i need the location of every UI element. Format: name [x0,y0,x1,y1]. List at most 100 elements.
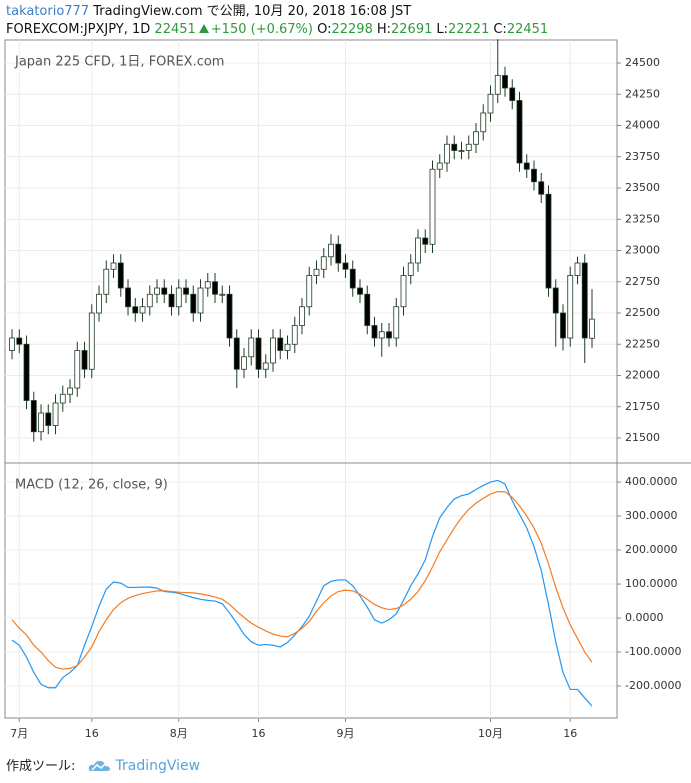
x-tick-label: 9月 [337,727,355,740]
ohlc-value: 22221 [447,22,490,37]
made-with: 作成ツール: [6,759,76,774]
candle-body [226,293,233,339]
plot-frame [4,39,618,719]
last-price: 22451 [154,22,196,37]
x-tick-label: 7月 [10,727,28,740]
candle-body [306,275,313,308]
candle-body [299,306,305,326]
candle-body [132,306,139,314]
candle-body [480,112,487,133]
y-tick-label: 21500 [625,431,660,444]
candle-body [74,350,81,389]
candle-body [45,412,52,426]
candle-body [291,325,298,345]
ohlc: O:22298 H:22691 L:22221 C:22451 [317,22,552,37]
candle-body [436,162,443,170]
candle-body [88,312,95,370]
candle-body [400,275,407,308]
candle-body [168,293,175,308]
candle-body [262,362,269,370]
candle-body [502,75,508,89]
pane-title: MACD (12, 26, close, 9) [15,478,168,493]
candle-body [371,325,378,339]
candle-body [328,243,334,258]
candle-body [9,337,15,351]
candle-body [219,293,226,296]
candle-body [52,402,59,426]
published: TradingView.com で公開, 10月 20, 2018 16:08 … [93,4,412,19]
x-tick-label: 16 [85,727,99,740]
author[interactable]: takatorio777 [6,4,90,19]
pane: 400.0000 300.0000 200.0000 100.0000 0.0000 -1… [5,463,681,718]
header: takatorio777 TradingView.com で公開, 10月 20… [6,3,552,39]
candle-body [422,237,429,245]
ohlc-value: 22691 [391,22,433,37]
candle-body [313,268,320,276]
up-arrow [198,24,209,33]
y-tick-label: 22250 [625,337,660,350]
candle-body [233,337,240,370]
candle-body [125,287,131,308]
candle-body [509,87,516,101]
candle-body [415,237,421,264]
candle-body [487,93,494,114]
ohlc-label: L: [436,22,448,37]
candle-body [23,343,30,401]
candle-body [531,168,537,183]
logo-cloud [88,760,110,771]
y-tick-label: 24500 [625,56,660,69]
candle-body [241,356,247,370]
y-tick-label: 22750 [625,275,660,288]
candle-body [139,306,146,314]
x-tick-label: 10月 [478,727,503,740]
brand[interactable]: TradingView [115,758,201,774]
y-tick-label: 300.0000 [625,509,678,522]
x-tick-label: 16 [252,727,266,740]
candle-body [516,100,523,164]
y-tick-label: 200.0000 [625,543,678,556]
y-tick-label: 400.0000 [625,475,678,488]
y-tick-label: 22000 [625,369,660,382]
candle-body [81,350,88,370]
macd-line [11,479,593,707]
y-tick-label: 24000 [625,119,660,132]
footer: 作成ツール: TradingView [6,755,200,774]
candle-body [393,306,400,339]
candle-body [465,143,472,151]
candle-body [16,337,23,345]
candle-body [451,143,458,151]
candle-body [154,287,160,295]
candle-body [161,287,168,295]
candle-body [342,262,349,270]
y-tick-label: 23750 [625,150,660,163]
candle-body [110,262,117,270]
candle-body [386,331,392,339]
candle-body [581,262,588,339]
candle-body [429,168,436,245]
candle-body [197,287,204,314]
candle-body [494,75,501,95]
y-tick-label: 23500 [625,181,660,194]
y-tick-label: -100.0000 [625,645,681,658]
candle-body [59,393,66,404]
candle-body [567,275,574,339]
candle-body [38,412,44,433]
candle-body [30,400,37,433]
candle-body [407,262,414,276]
candle-body [212,281,218,295]
candle-body [444,143,450,164]
y-tick-label: 100.0000 [625,577,678,590]
candle-body [204,281,211,289]
candle-body [183,287,189,295]
candle-body [538,181,545,195]
candle-body [523,162,530,170]
candle-body [270,337,276,364]
candle-body [589,318,595,339]
candle-body [67,387,73,395]
candle-body [284,343,291,351]
macd-line [11,490,593,670]
candle-body [146,293,153,308]
header-line-1: takatorio777 TradingView.com で公開, 10月 20… [6,3,552,21]
